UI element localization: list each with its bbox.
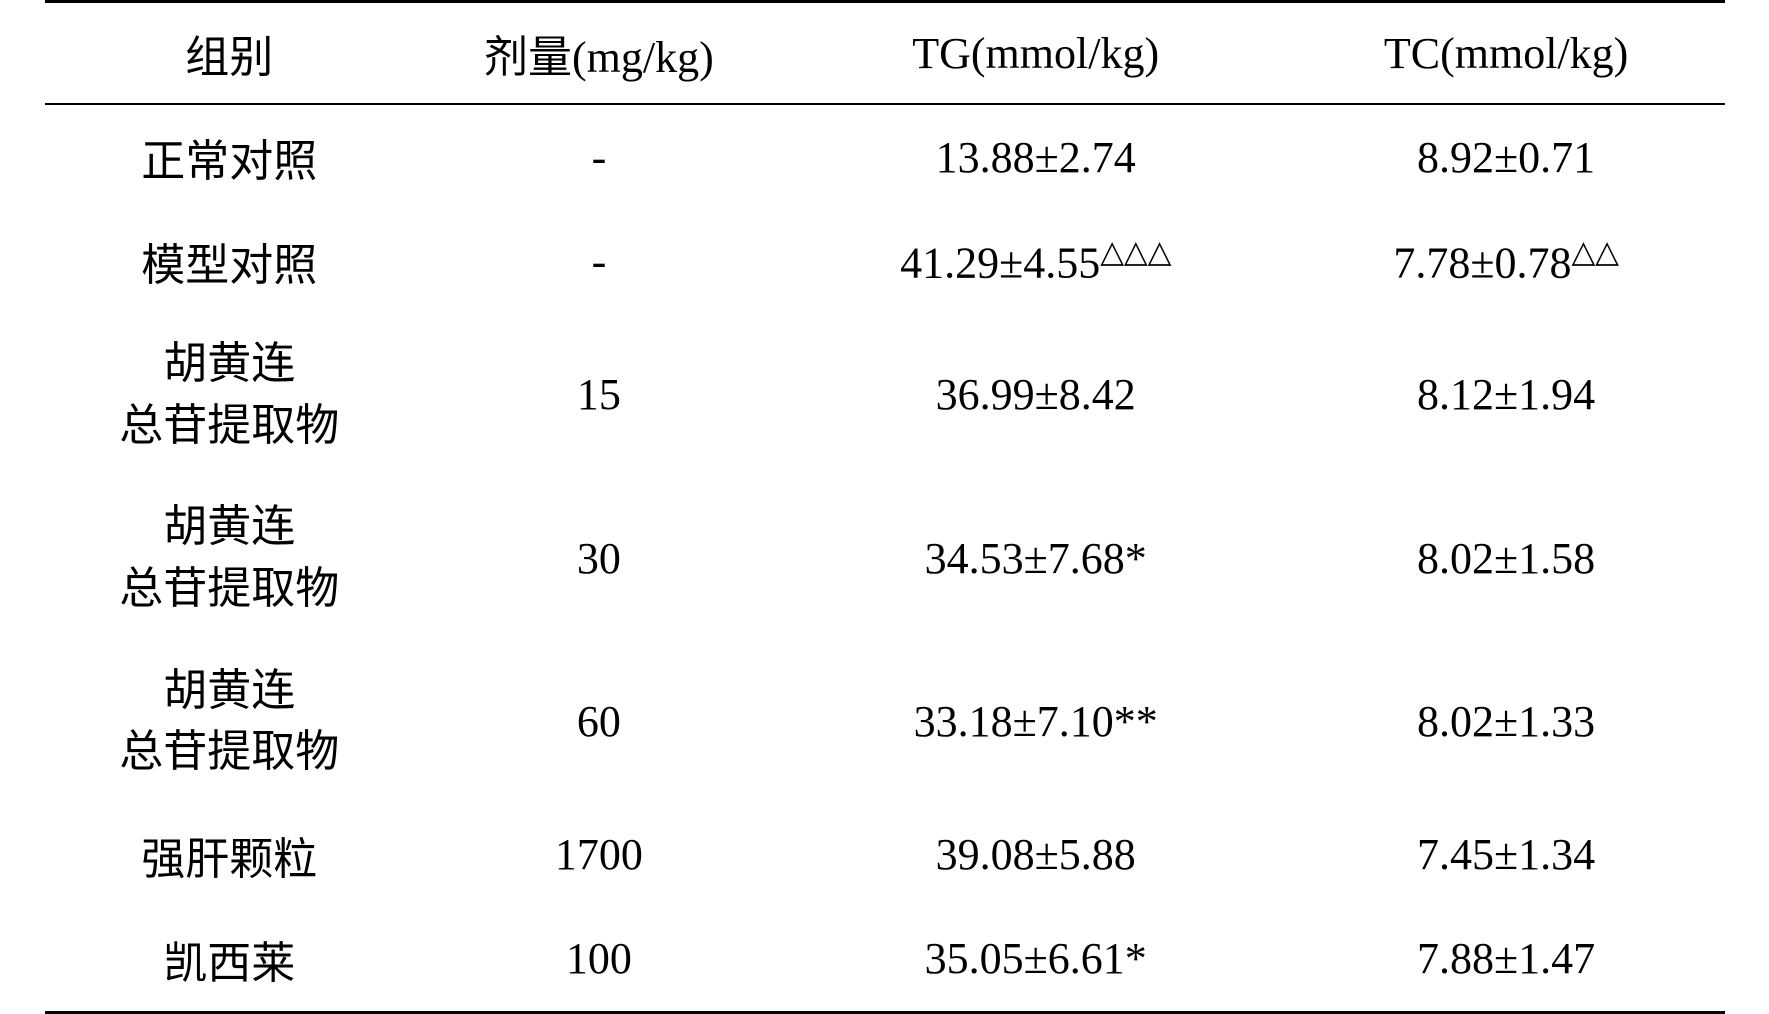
group-line2: 总苷提取物 — [119, 727, 339, 776]
table-row: 强肝颗粒1700 39.08±5.88 7.45±1.34 — [45, 803, 1725, 907]
group-line2: 总苷提取物 — [119, 401, 339, 450]
tc-superscript: △△ — [1571, 235, 1618, 269]
cell-group: 正常对照 — [45, 104, 415, 209]
table-row: 胡黄连总苷提取物1536.99±8.428.12±1.94 — [45, 313, 1725, 476]
group-line1: 胡黄连 — [163, 666, 295, 715]
tg-value: 13.88±2.74 — [936, 133, 1136, 182]
cell-group: 胡黄连总苷提取物 — [45, 640, 415, 803]
header-dose: 剂量(mg/kg) — [414, 2, 784, 105]
group-line2: 总苷提取物 — [119, 564, 339, 613]
cell-group: 强肝颗粒 — [45, 803, 415, 907]
tg-value: 33.18±7.10** — [914, 697, 1158, 746]
data-table: 组别 剂量(mg/kg) TG(mmol/kg) TC(mmol/kg) 正常对… — [45, 0, 1725, 1014]
cell-tg: 36.99±8.42 — [784, 313, 1288, 476]
cell-group: 胡黄连总苷提取物 — [45, 313, 415, 476]
cell-dose: - — [414, 104, 784, 209]
cell-tg: 41.29±4.55△△△ — [784, 209, 1288, 313]
table-row: 正常对照- 13.88±2.74 8.92±0.71 — [45, 104, 1725, 209]
cell-tc: 7.45±1.34 — [1288, 803, 1725, 907]
table-header: 组别 剂量(mg/kg) TG(mmol/kg) TC(mmol/kg) — [45, 2, 1725, 105]
cell-dose: 60 — [414, 640, 784, 803]
header-tc: TC(mmol/kg) — [1288, 2, 1725, 105]
tc-value: 7.88±1.47 — [1417, 934, 1595, 983]
cell-tg: 13.88±2.74 — [784, 104, 1288, 209]
tc-value: 8.92±0.71 — [1417, 133, 1595, 182]
table-row: 胡黄连总苷提取物6033.18±7.10**8.02±1.33 — [45, 640, 1725, 803]
tg-value: 35.05±6.61* — [925, 934, 1147, 983]
tg-value: 41.29±4.55 — [900, 239, 1100, 288]
group-line1: 胡黄连 — [163, 339, 295, 388]
cell-dose: - — [414, 209, 784, 313]
cell-tc: 8.02±1.58 — [1288, 476, 1725, 639]
cell-tg: 35.05±6.61* — [784, 907, 1288, 1013]
cell-tc: 7.88±1.47 — [1288, 907, 1725, 1013]
cell-tc: 8.92±0.71 — [1288, 104, 1725, 209]
cell-tg: 33.18±7.10** — [784, 640, 1288, 803]
group-line1: 胡黄连 — [163, 502, 295, 551]
cell-tg: 34.53±7.68* — [784, 476, 1288, 639]
tc-value: 8.02±1.33 — [1417, 697, 1595, 746]
tg-value: 34.53±7.68* — [925, 534, 1147, 583]
header-row: 组别 剂量(mg/kg) TG(mmol/kg) TC(mmol/kg) — [45, 2, 1725, 105]
cell-group: 凯西莱 — [45, 907, 415, 1013]
data-table-container: 组别 剂量(mg/kg) TG(mmol/kg) TC(mmol/kg) 正常对… — [45, 0, 1725, 1014]
table-body: 正常对照-13.88±2.748.92±0.71模型对照-41.29±4.55△… — [45, 104, 1725, 1012]
tc-value: 7.45±1.34 — [1417, 830, 1595, 879]
table-row: 凯西莱100 35.05±6.61* 7.88±1.47 — [45, 907, 1725, 1013]
cell-tg: 39.08±5.88 — [784, 803, 1288, 907]
table-row: 模型对照-41.29±4.55△△△7.78±0.78△△ — [45, 209, 1725, 313]
tg-value: 36.99±8.42 — [936, 370, 1136, 419]
tc-value: 7.78±0.78 — [1393, 239, 1571, 288]
cell-dose: 15 — [414, 313, 784, 476]
cell-tc: 8.12±1.94 — [1288, 313, 1725, 476]
tg-superscript: △△△ — [1100, 235, 1171, 269]
cell-dose: 30 — [414, 476, 784, 639]
tc-value: 8.12±1.94 — [1417, 370, 1595, 419]
header-tg: TG(mmol/kg) — [784, 2, 1288, 105]
table-row: 胡黄连总苷提取物3034.53±7.68*8.02±1.58 — [45, 476, 1725, 639]
tg-value: 39.08±5.88 — [936, 830, 1136, 879]
cell-dose: 100 — [414, 907, 784, 1013]
tc-value: 8.02±1.58 — [1417, 534, 1595, 583]
cell-group: 模型对照 — [45, 209, 415, 313]
cell-dose: 1700 — [414, 803, 784, 907]
header-group: 组别 — [45, 2, 415, 105]
cell-group: 胡黄连总苷提取物 — [45, 476, 415, 639]
cell-tc: 7.78±0.78△△ — [1288, 209, 1725, 313]
cell-tc: 8.02±1.33 — [1288, 640, 1725, 803]
